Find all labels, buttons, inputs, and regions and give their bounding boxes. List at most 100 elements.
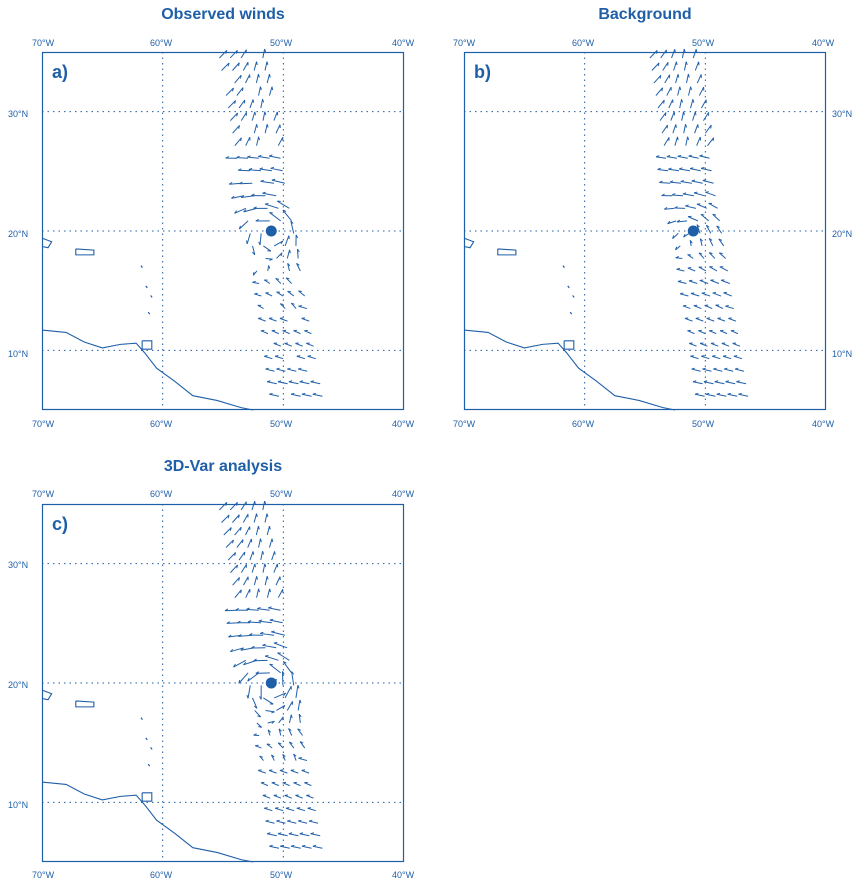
- panel-a-wind-arrow: [274, 355, 284, 360]
- panel-b-wind-arrow: [695, 317, 704, 322]
- panel-c-wind-arrow-shaft: [299, 833, 310, 837]
- panel-a-wind-arrow-shaft: [258, 317, 266, 322]
- panel-c-island: [141, 792, 153, 802]
- panel-b-wind-arrow-head: [676, 267, 681, 270]
- panel-b-wind-arrow: [696, 224, 701, 234]
- panel-b-wind-arrow-head: [655, 50, 658, 54]
- panel-b-wind-arrow: [705, 191, 716, 197]
- panel-c-wind-arrow-head: [266, 743, 271, 746]
- panel-b-wind-arrow: [700, 213, 710, 222]
- panel-a-wind-arrow: [258, 317, 266, 322]
- panel-c-wind-arrow: [232, 514, 240, 523]
- panel-a-wind-arrow: [293, 329, 301, 335]
- panel-c-wind-arrow-head: [267, 832, 271, 835]
- panel-b-wind-arrow-shaft: [655, 87, 663, 96]
- panel-b-wind-arrow-shaft: [688, 155, 699, 159]
- panel-c-wind-arrow-shaft: [225, 539, 234, 548]
- panel-c-wind-arrow-head: [258, 588, 260, 593]
- panel-b-wind-arrow-head: [703, 380, 708, 383]
- panel-c-wind-arrow-head: [225, 502, 228, 506]
- panel-b-wind-arrow-shaft: [683, 232, 690, 238]
- panel-b-wind-arrow-shaft: [699, 238, 703, 247]
- panel-b-wind-arrow-head: [694, 392, 699, 395]
- panel-a-wind-arrow-head: [256, 124, 258, 128]
- panel-a-wind-arrow-shaft: [306, 342, 314, 347]
- panel-a-wind-arrow-head: [301, 317, 306, 319]
- panel-b-wind-arrow-shaft: [689, 342, 697, 347]
- panel-c-wind-arrow-head: [228, 634, 232, 638]
- panel-c-wind-arrow: [297, 728, 303, 736]
- panel-a-lat-30: 30°N: [8, 109, 29, 119]
- panel-b-wind-arrow: [708, 202, 718, 209]
- panel-c-wind-arrow: [282, 661, 292, 674]
- panel-c-wind-arrow: [229, 501, 238, 511]
- panel-b-wind-arrow-shaft: [679, 99, 683, 109]
- panel-b-wind-arrow-head: [677, 280, 682, 283]
- panel-c-wind-arrow-head: [271, 711, 275, 714]
- panel-a-wind-arrow-head: [282, 209, 287, 212]
- panel-c-wind-arrow-head: [241, 539, 244, 544]
- panel-c-wind-arrow-shaft: [260, 632, 275, 636]
- panel-c-wind-arrow-shaft: [230, 564, 238, 573]
- panel-a-wind-arrow-head: [240, 137, 242, 142]
- panel-b-wind-arrow: [704, 304, 713, 310]
- panel-b-wind-arrow: [725, 380, 736, 385]
- panel-a-wind-arrow-head: [277, 380, 282, 383]
- panel-c-wind-arrow: [269, 844, 280, 849]
- panel-c-wind-arrow-shaft: [233, 659, 247, 668]
- panel-a-wind-arrow: [227, 100, 237, 109]
- panel-a-wind-arrow: [258, 154, 270, 159]
- panel-b-small-island: [572, 295, 575, 298]
- panel-c-wind-arrow-head: [259, 631, 264, 634]
- panel-c-wind-arrow-head: [237, 620, 241, 624]
- panel-c-wind-arrow-shaft: [262, 644, 277, 649]
- panel-b-wind-arrow: [700, 167, 712, 172]
- panel-b-wind-arrow-head: [716, 225, 720, 228]
- panel-b-wind-arrow: [698, 266, 707, 272]
- panel-a-wind-arrow-shaft: [285, 277, 293, 284]
- panel-c-wind-arrow-head: [308, 819, 313, 822]
- panel-c-wind-arrow-shaft: [258, 769, 266, 774]
- panel-b-wind-arrow-head: [676, 136, 679, 141]
- panel-c-wind-arrow: [259, 755, 264, 761]
- panel-a-wind-arrow-shaft: [270, 167, 283, 172]
- panel-a-small-island: [140, 265, 143, 268]
- panel-b-wind-arrow-shaft: [699, 155, 710, 159]
- panel-a-wind-arrow-shaft: [264, 124, 268, 134]
- panel-c-wind-arrow-head: [266, 576, 269, 580]
- panel-b-wind-arrow: [657, 167, 669, 172]
- panel-b-wind-arrow: [692, 111, 697, 121]
- panel-c-wind-arrow-shaft: [278, 716, 284, 724]
- panel-b-wind-arrow-shaft: [689, 168, 701, 172]
- panel-b-wind-arrow: [733, 355, 743, 360]
- panel-c-wind-arrow-shaft: [238, 672, 249, 684]
- panel-c-wind-arrow-shaft: [226, 622, 240, 624]
- panel-c-wind-arrow-shaft: [267, 833, 277, 837]
- panel-b-wind-arrow-shaft: [700, 167, 712, 172]
- panel-b-wind-arrow-head: [677, 154, 682, 157]
- panel-c-wind-arrow-head: [290, 769, 295, 771]
- panel-b-wind-arrow-shaft: [693, 192, 705, 197]
- panel-c-wind-arrow-shaft: [251, 563, 256, 573]
- panel-b-wind-arrow-shaft: [698, 252, 705, 259]
- panel-c-wind-arrow-shaft: [269, 663, 281, 674]
- panel-c-wind-arrow-shaft: [268, 607, 281, 611]
- panel-a-wind-arrow-shaft: [279, 317, 288, 322]
- panel-a-wind-arrow: [271, 329, 279, 335]
- panel-a-wind-arrow-shaft: [273, 342, 282, 347]
- panel-c-wind-arrow-head: [238, 679, 241, 684]
- panel-b-wind-arrow: [728, 317, 737, 322]
- panel-a-wind-arrow-shaft: [260, 330, 269, 335]
- panel-c-wind-arrow: [224, 608, 238, 612]
- panel-b-wind-arrow: [688, 154, 699, 159]
- panel-b-wind-arrow: [694, 392, 705, 397]
- panel-b-wind-arrow-shaft: [712, 355, 721, 360]
- panel-b-wind-arrow-shaft: [668, 168, 680, 172]
- panel-a-wind-arrow: [243, 207, 257, 213]
- panel-b-wind-arrow-shaft: [680, 181, 692, 184]
- panel-b-wind-arrow-head: [724, 367, 728, 370]
- panel-c-wind-arrow-shaft: [273, 642, 288, 649]
- panel-b-wind-arrow: [730, 329, 739, 335]
- panel-b-wind-arrow-shaft: [708, 252, 716, 259]
- panel-b-wind-arrow-shaft: [672, 233, 679, 240]
